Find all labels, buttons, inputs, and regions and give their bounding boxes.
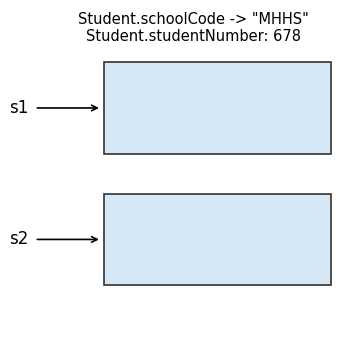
Text: s1: s1 bbox=[9, 99, 28, 117]
Text: Student.studentNumber: 678: Student.studentNumber: 678 bbox=[86, 29, 301, 44]
Text: s2: s2 bbox=[9, 230, 28, 248]
Bar bbox=[104, 62, 331, 154]
Text: Student.schoolCode -> "MHHS": Student.schoolCode -> "MHHS" bbox=[78, 12, 308, 27]
Bar bbox=[104, 194, 331, 285]
